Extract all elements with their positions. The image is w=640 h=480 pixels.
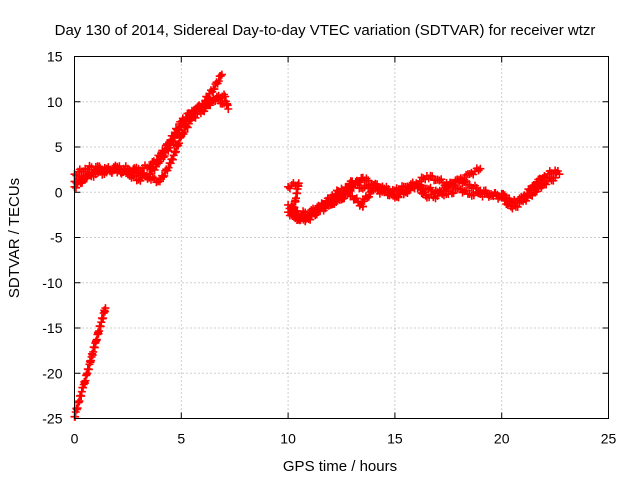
data-point <box>217 70 226 79</box>
data-points-dense <box>115 162 130 174</box>
data-points-dense <box>136 161 152 175</box>
data-points-dense <box>425 190 440 203</box>
chart-title: Day 130 of 2014, Sidereal Day-to-day VTE… <box>55 22 596 39</box>
data-point <box>369 181 378 190</box>
y-tick-label: -5 <box>50 230 63 246</box>
data-points-dense <box>178 109 195 125</box>
data-points-dense <box>136 168 152 183</box>
y-axis-label: SDTVAR / TECUs <box>6 178 23 298</box>
data-points-dense <box>520 181 537 201</box>
data-point <box>401 186 410 195</box>
x-axis-label: GPS time / hours <box>283 458 397 475</box>
y-tick-label: 10 <box>47 94 63 110</box>
data-points-dense <box>552 167 562 177</box>
series-track-c <box>70 90 233 187</box>
data-point <box>555 170 564 179</box>
x-tick-labels: 0 5 10 15 20 25 <box>71 431 617 447</box>
y-tick-label: -25 <box>42 411 62 427</box>
data-point <box>134 175 143 184</box>
x-tick-label: 10 <box>280 431 296 447</box>
data-points-dense <box>478 189 493 201</box>
data-points-dense <box>83 161 98 174</box>
data-points-dense <box>157 138 174 158</box>
y-tick-labels: -25 -20 -15 -10 -5 0 5 10 15 <box>42 49 62 427</box>
x-tick-label: 5 <box>177 431 185 447</box>
x-tick-label: 0 <box>71 431 79 447</box>
data-points-dense <box>167 133 185 164</box>
data-layer <box>70 70 564 421</box>
y-tick-label: -15 <box>42 320 62 336</box>
y-tick-label: -20 <box>42 365 62 381</box>
data-point <box>476 164 485 173</box>
x-tick-label: 20 <box>494 431 510 447</box>
data-point <box>224 104 233 113</box>
data-points-dense <box>382 186 398 200</box>
series-early-line <box>70 304 110 421</box>
data-points-dense <box>358 197 367 211</box>
data-points-dense <box>499 189 515 206</box>
data-point <box>551 173 560 182</box>
data-point <box>284 182 293 191</box>
y-tick-label: 0 <box>55 184 63 200</box>
data-points-dense <box>178 115 195 139</box>
grid <box>74 56 609 419</box>
x-tick-label: 25 <box>601 431 617 447</box>
y-tick-label: 5 <box>55 139 63 155</box>
data-points-dense <box>210 71 225 94</box>
data-points-dense <box>125 165 141 178</box>
y-tick-label: 15 <box>47 49 63 65</box>
data-points-dense <box>72 165 88 180</box>
data-points-dense <box>328 192 344 209</box>
data-point <box>101 304 110 313</box>
data-points-dense <box>290 211 308 225</box>
data-points-dense <box>288 181 303 220</box>
x-tick-label: 15 <box>387 431 403 447</box>
y-tick-label: -10 <box>42 275 62 291</box>
ticks <box>74 56 609 419</box>
data-points-dense <box>371 179 387 194</box>
data-points-dense <box>542 174 558 189</box>
series-track-f <box>284 166 564 226</box>
data-points-dense <box>489 189 504 201</box>
